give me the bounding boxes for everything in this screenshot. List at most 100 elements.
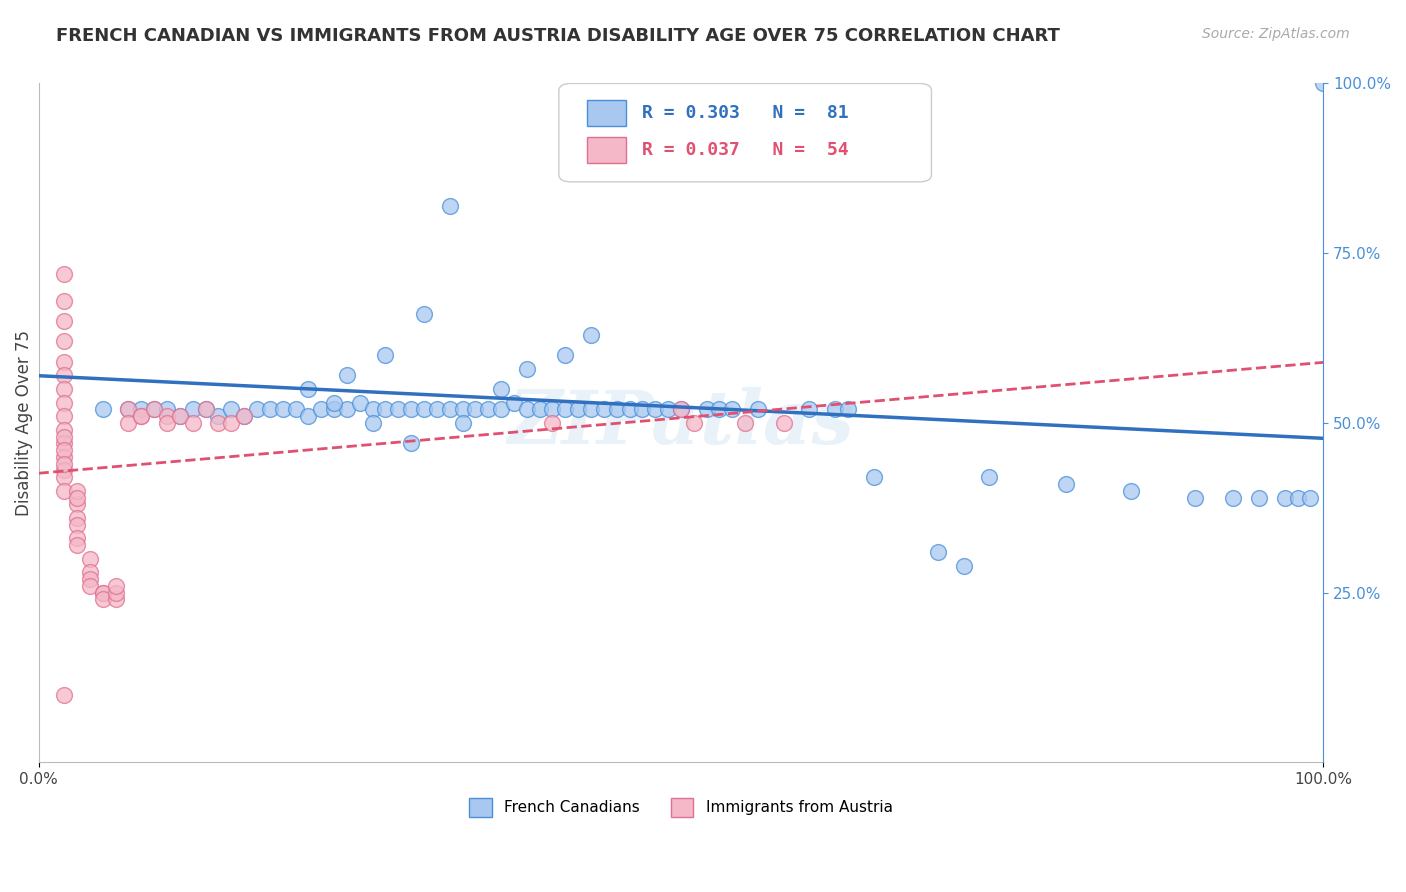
Point bbox=[271, 402, 294, 417]
Point bbox=[53, 314, 76, 328]
Point bbox=[156, 402, 179, 417]
Point bbox=[747, 402, 769, 417]
Point bbox=[592, 96, 614, 111]
Point bbox=[91, 592, 114, 607]
Point bbox=[1119, 483, 1142, 498]
Point bbox=[619, 96, 641, 111]
Point bbox=[323, 395, 346, 409]
Point bbox=[194, 402, 217, 417]
Point bbox=[117, 416, 139, 430]
Point bbox=[516, 402, 538, 417]
Point bbox=[169, 409, 191, 424]
Point bbox=[413, 402, 436, 417]
Point bbox=[682, 416, 704, 430]
Point bbox=[156, 409, 179, 424]
Point bbox=[143, 402, 166, 417]
Legend: French Canadians, Immigrants from Austria: French Canadians, Immigrants from Austri… bbox=[463, 792, 898, 822]
Point bbox=[79, 579, 101, 593]
Point bbox=[297, 409, 319, 424]
Point bbox=[657, 402, 679, 417]
Point bbox=[53, 423, 76, 437]
Point bbox=[1054, 477, 1077, 491]
Point bbox=[259, 402, 281, 417]
Point bbox=[824, 402, 846, 417]
Point bbox=[117, 402, 139, 417]
Point bbox=[554, 348, 576, 362]
Point bbox=[361, 402, 384, 417]
Point bbox=[579, 402, 602, 417]
Point bbox=[541, 416, 564, 430]
Point bbox=[53, 409, 76, 424]
Point bbox=[464, 402, 486, 417]
Point bbox=[1274, 491, 1296, 505]
Point bbox=[233, 409, 256, 424]
Point bbox=[53, 457, 76, 471]
FancyBboxPatch shape bbox=[588, 137, 626, 163]
Point bbox=[79, 566, 101, 580]
FancyBboxPatch shape bbox=[558, 84, 931, 182]
Point bbox=[117, 402, 139, 417]
Point bbox=[413, 307, 436, 321]
Point bbox=[489, 402, 512, 417]
Point bbox=[53, 293, 76, 308]
Point bbox=[53, 395, 76, 409]
Point bbox=[66, 511, 89, 525]
Point bbox=[399, 402, 422, 417]
Point bbox=[53, 382, 76, 396]
Point bbox=[181, 402, 204, 417]
Point bbox=[799, 402, 821, 417]
Point bbox=[489, 382, 512, 396]
Point bbox=[579, 327, 602, 342]
Point bbox=[131, 409, 153, 424]
Point bbox=[297, 382, 319, 396]
Point bbox=[477, 402, 499, 417]
Point bbox=[567, 96, 589, 111]
Point bbox=[246, 402, 269, 417]
Point bbox=[53, 355, 76, 369]
Point bbox=[53, 267, 76, 281]
Point bbox=[66, 497, 89, 511]
Point bbox=[631, 402, 654, 417]
Point bbox=[349, 395, 371, 409]
Point bbox=[143, 402, 166, 417]
Point bbox=[53, 443, 76, 458]
Text: ZIPatlas: ZIPatlas bbox=[508, 387, 855, 459]
Point bbox=[734, 416, 756, 430]
Point bbox=[644, 402, 666, 417]
Point bbox=[53, 368, 76, 383]
Point bbox=[696, 402, 718, 417]
Point bbox=[336, 402, 359, 417]
Point bbox=[207, 416, 229, 430]
Point bbox=[181, 416, 204, 430]
Point bbox=[284, 402, 307, 417]
Point bbox=[66, 532, 89, 546]
Point bbox=[1312, 77, 1334, 91]
Point bbox=[104, 592, 127, 607]
Point bbox=[529, 402, 551, 417]
Point bbox=[53, 334, 76, 349]
Point bbox=[169, 409, 191, 424]
Point bbox=[1299, 491, 1322, 505]
Point bbox=[66, 538, 89, 552]
Point bbox=[194, 402, 217, 417]
Point bbox=[516, 361, 538, 376]
Point bbox=[451, 416, 474, 430]
Point bbox=[53, 688, 76, 702]
Point bbox=[669, 402, 692, 417]
Point bbox=[156, 416, 179, 430]
Point bbox=[219, 402, 242, 417]
Point bbox=[439, 402, 461, 417]
Point bbox=[323, 402, 346, 417]
Point bbox=[451, 402, 474, 417]
Point bbox=[336, 368, 359, 383]
Point bbox=[53, 483, 76, 498]
Point bbox=[53, 470, 76, 484]
Point bbox=[772, 416, 794, 430]
Point bbox=[606, 402, 628, 417]
Point bbox=[91, 585, 114, 599]
Point bbox=[104, 585, 127, 599]
Point bbox=[439, 199, 461, 213]
Point bbox=[1184, 491, 1206, 505]
Point bbox=[374, 402, 396, 417]
Point bbox=[1222, 491, 1244, 505]
